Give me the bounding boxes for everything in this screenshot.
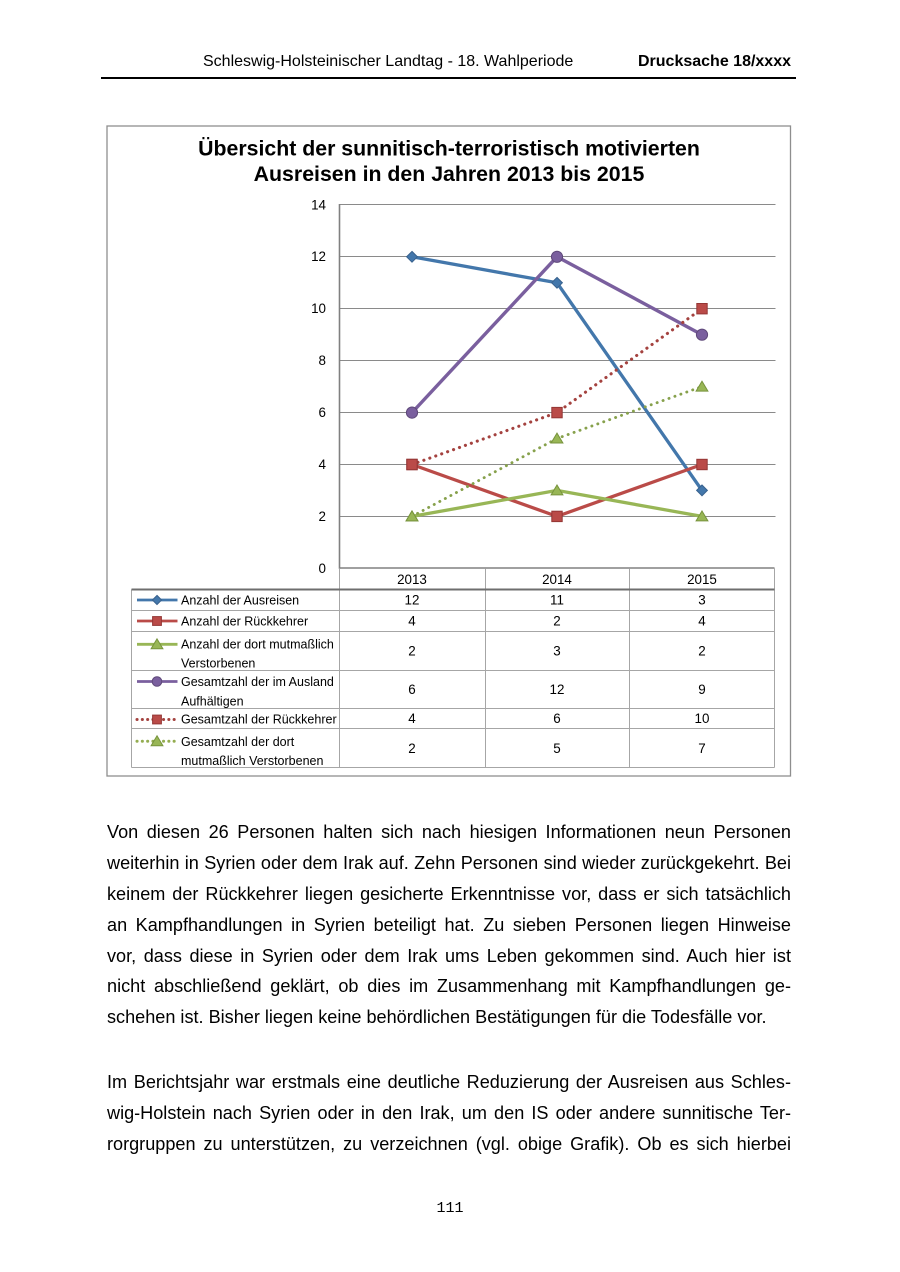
svg-text:Gesamtzahl der Rückkehrer: Gesamtzahl der Rückkehrer (181, 713, 337, 727)
svg-text:3: 3 (698, 593, 705, 608)
svg-text:Übersicht der sunnitisch-terro: Übersicht der sunnitisch-terroristisch m… (198, 136, 700, 161)
svg-text:2014: 2014 (542, 572, 572, 587)
svg-text:2015: 2015 (687, 572, 717, 587)
svg-text:14: 14 (311, 197, 326, 212)
svg-text:Anzahl der Rückkehrer: Anzahl der Rückkehrer (181, 614, 308, 628)
svg-text:7: 7 (698, 741, 705, 756)
svg-text:8: 8 (319, 353, 326, 368)
svg-text:2: 2 (319, 509, 326, 524)
svg-text:10: 10 (311, 301, 326, 316)
svg-text:0: 0 (319, 561, 326, 576)
svg-text:6: 6 (319, 405, 326, 420)
svg-text:6: 6 (408, 682, 415, 697)
svg-text:Anzahl der Ausreisen: Anzahl der Ausreisen (181, 593, 299, 607)
svg-text:4: 4 (408, 614, 416, 629)
svg-text:Anzahl der dort mutmaßlich: Anzahl der dort mutmaßlich (181, 638, 334, 652)
svg-text:Gesamtzahl der im Ausland: Gesamtzahl der im Ausland (181, 675, 334, 689)
svg-text:2013: 2013 (397, 572, 427, 587)
svg-text:4: 4 (408, 711, 416, 726)
svg-text:12: 12 (405, 593, 420, 608)
svg-text:11: 11 (550, 593, 564, 608)
svg-text:6: 6 (553, 711, 560, 726)
svg-text:12: 12 (550, 682, 565, 697)
svg-text:Gesamtzahl der dort: Gesamtzahl der dort (181, 735, 295, 749)
svg-text:Ausreisen in den Jahren 2013 b: Ausreisen in den Jahren 2013 bis 2015 (254, 162, 645, 186)
svg-text:10: 10 (695, 711, 710, 726)
svg-text:mutmaßlich Verstorbenen: mutmaßlich Verstorbenen (181, 754, 323, 768)
svg-text:2: 2 (408, 741, 415, 756)
svg-text:9: 9 (698, 682, 705, 697)
svg-text:Aufhältigen: Aufhältigen (181, 694, 244, 708)
svg-text:4: 4 (698, 614, 706, 629)
svg-text:2: 2 (408, 644, 415, 659)
svg-text:2: 2 (698, 644, 705, 659)
svg-text:4: 4 (319, 457, 327, 472)
svg-text:Verstorbenen: Verstorbenen (181, 657, 255, 671)
svg-text:3: 3 (553, 644, 560, 659)
svg-text:12: 12 (311, 249, 326, 264)
svg-text:5: 5 (553, 741, 560, 756)
svg-text:2: 2 (553, 614, 560, 629)
